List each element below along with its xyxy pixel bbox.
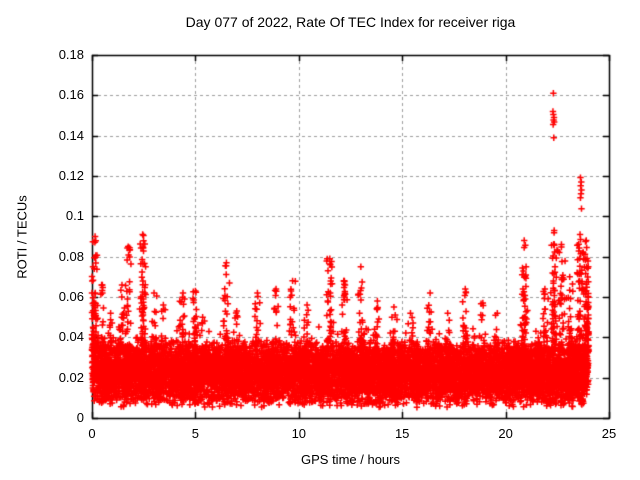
x-tick-label: 25 [601, 426, 617, 441]
x-tick-label: 20 [498, 426, 513, 441]
y-tick-label: 0.04 [58, 329, 84, 345]
y-tick-label: 0.14 [58, 127, 84, 143]
x-tick-label: 0 [88, 426, 96, 441]
y-axis-label: ROTI / TECUs [14, 195, 30, 279]
x-tick-label: 5 [191, 426, 200, 441]
x-tick-label: 10 [291, 426, 307, 441]
y-tick-label: 0.18 [58, 47, 84, 62]
y-tick-label: 0.16 [58, 87, 84, 103]
y-tick-label: 0.02 [58, 369, 84, 385]
chart-title: Day 077 of 2022, Rate Of TEC Index for r… [185, 14, 516, 30]
y-tick-label: 0.12 [58, 168, 84, 183]
y-tick-label: 0.08 [58, 248, 84, 264]
y-tick-label: 0.1 [65, 208, 84, 224]
x-axis-label: GPS time / hours [301, 452, 400, 467]
x-tick-label: 15 [394, 426, 410, 441]
y-tick-label: 0.06 [58, 289, 84, 304]
y-tick-label: 0 [76, 410, 84, 425]
